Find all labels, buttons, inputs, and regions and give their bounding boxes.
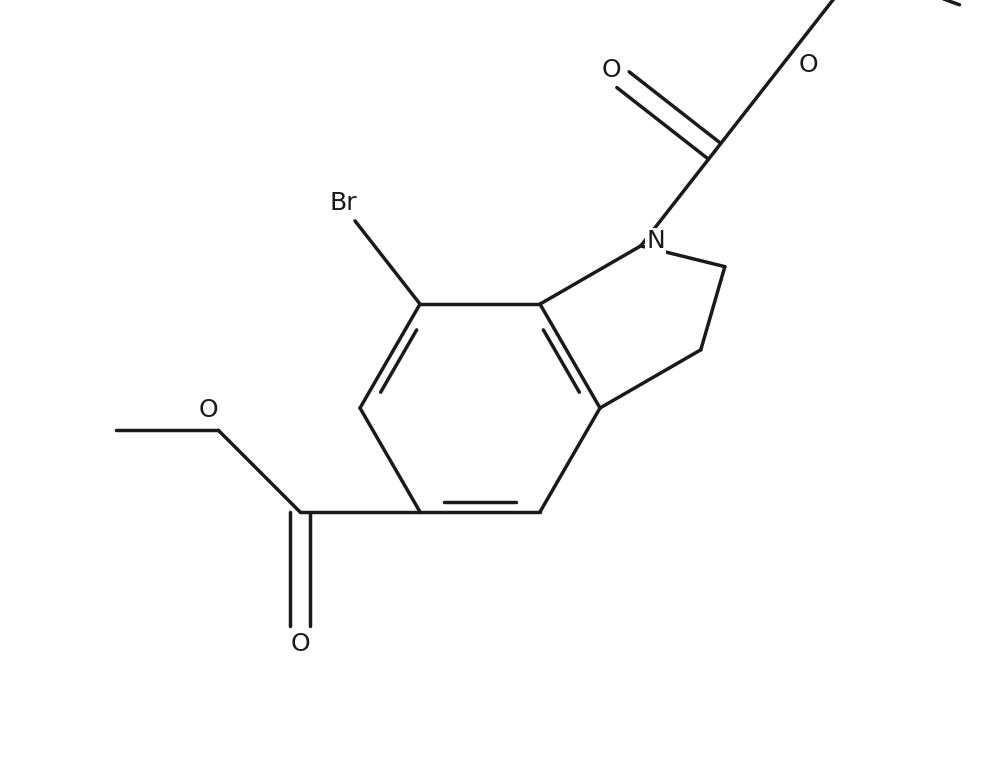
- Text: Br: Br: [329, 191, 357, 215]
- Text: O: O: [199, 399, 218, 422]
- Text: O: O: [290, 632, 310, 656]
- Text: N: N: [646, 229, 665, 253]
- Text: O: O: [601, 58, 621, 81]
- Text: O: O: [799, 52, 818, 77]
